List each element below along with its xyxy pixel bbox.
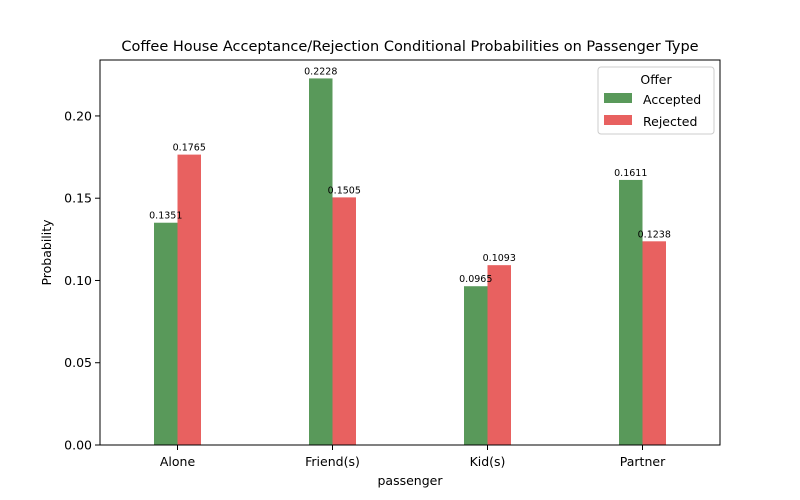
legend: Offer Accepted Rejected [597, 66, 715, 135]
y-axis: 0.00 0.05 0.10 0.15 0.20 [64, 108, 100, 453]
bar-value-label: 0.1765 [173, 143, 206, 154]
plot-frame [99, 59, 721, 446]
bar-rejected-partner [642, 241, 666, 445]
y-tick-label: 0.10 [64, 273, 92, 288]
x-tick-label: Alone [160, 454, 196, 469]
bar-rejected-kid-s [487, 265, 511, 445]
bar-accepted-friend-s [309, 78, 333, 445]
bar-value-label: 0.1351 [149, 211, 182, 222]
bar-rejected-friend-s [332, 197, 356, 445]
x-tick-label: Kid(s) [470, 454, 506, 469]
chart-title: Coffee House Acceptance/Rejection Condit… [121, 39, 698, 55]
bar-value-label: 0.1611 [614, 168, 647, 179]
legend-label-rejected: Rejected [643, 114, 697, 129]
x-tick-label: Partner [620, 454, 666, 469]
y-tick-label: 0.05 [64, 355, 92, 370]
bar-accepted-kid-s [464, 286, 488, 445]
bar-value-label: 0.0965 [459, 274, 492, 285]
y-tick-label: 0.15 [64, 191, 92, 206]
y-tick-label: 0.00 [64, 438, 92, 453]
x-tick-label: Friend(s) [305, 454, 360, 469]
bar-accepted-alone [154, 222, 178, 445]
bar-value-label: 0.2228 [304, 66, 337, 77]
legend-title: Offer [640, 72, 672, 87]
legend-swatch-rejected [604, 115, 632, 125]
legend-swatch-accepted [604, 93, 632, 103]
y-axis-label: Probability [39, 219, 54, 286]
bar-value-label: 0.1093 [483, 253, 516, 264]
bars-group [154, 78, 666, 445]
y-tick-label: 0.20 [64, 108, 92, 123]
bar-labels-group: 0.1351 0.1765 0.2228 0.1505 0.0965 0.1093 0.16… [149, 66, 671, 285]
x-axis-label: passenger [378, 473, 444, 488]
legend-label-accepted: Accepted [643, 92, 701, 107]
bar-accepted-partner [619, 179, 643, 445]
bar-value-label: 0.1505 [328, 185, 361, 196]
bar-rejected-alone [177, 154, 201, 445]
x-axis: Alone Friend(s) Kid(s) Partner [160, 445, 666, 469]
bar-value-label: 0.1238 [638, 229, 671, 240]
